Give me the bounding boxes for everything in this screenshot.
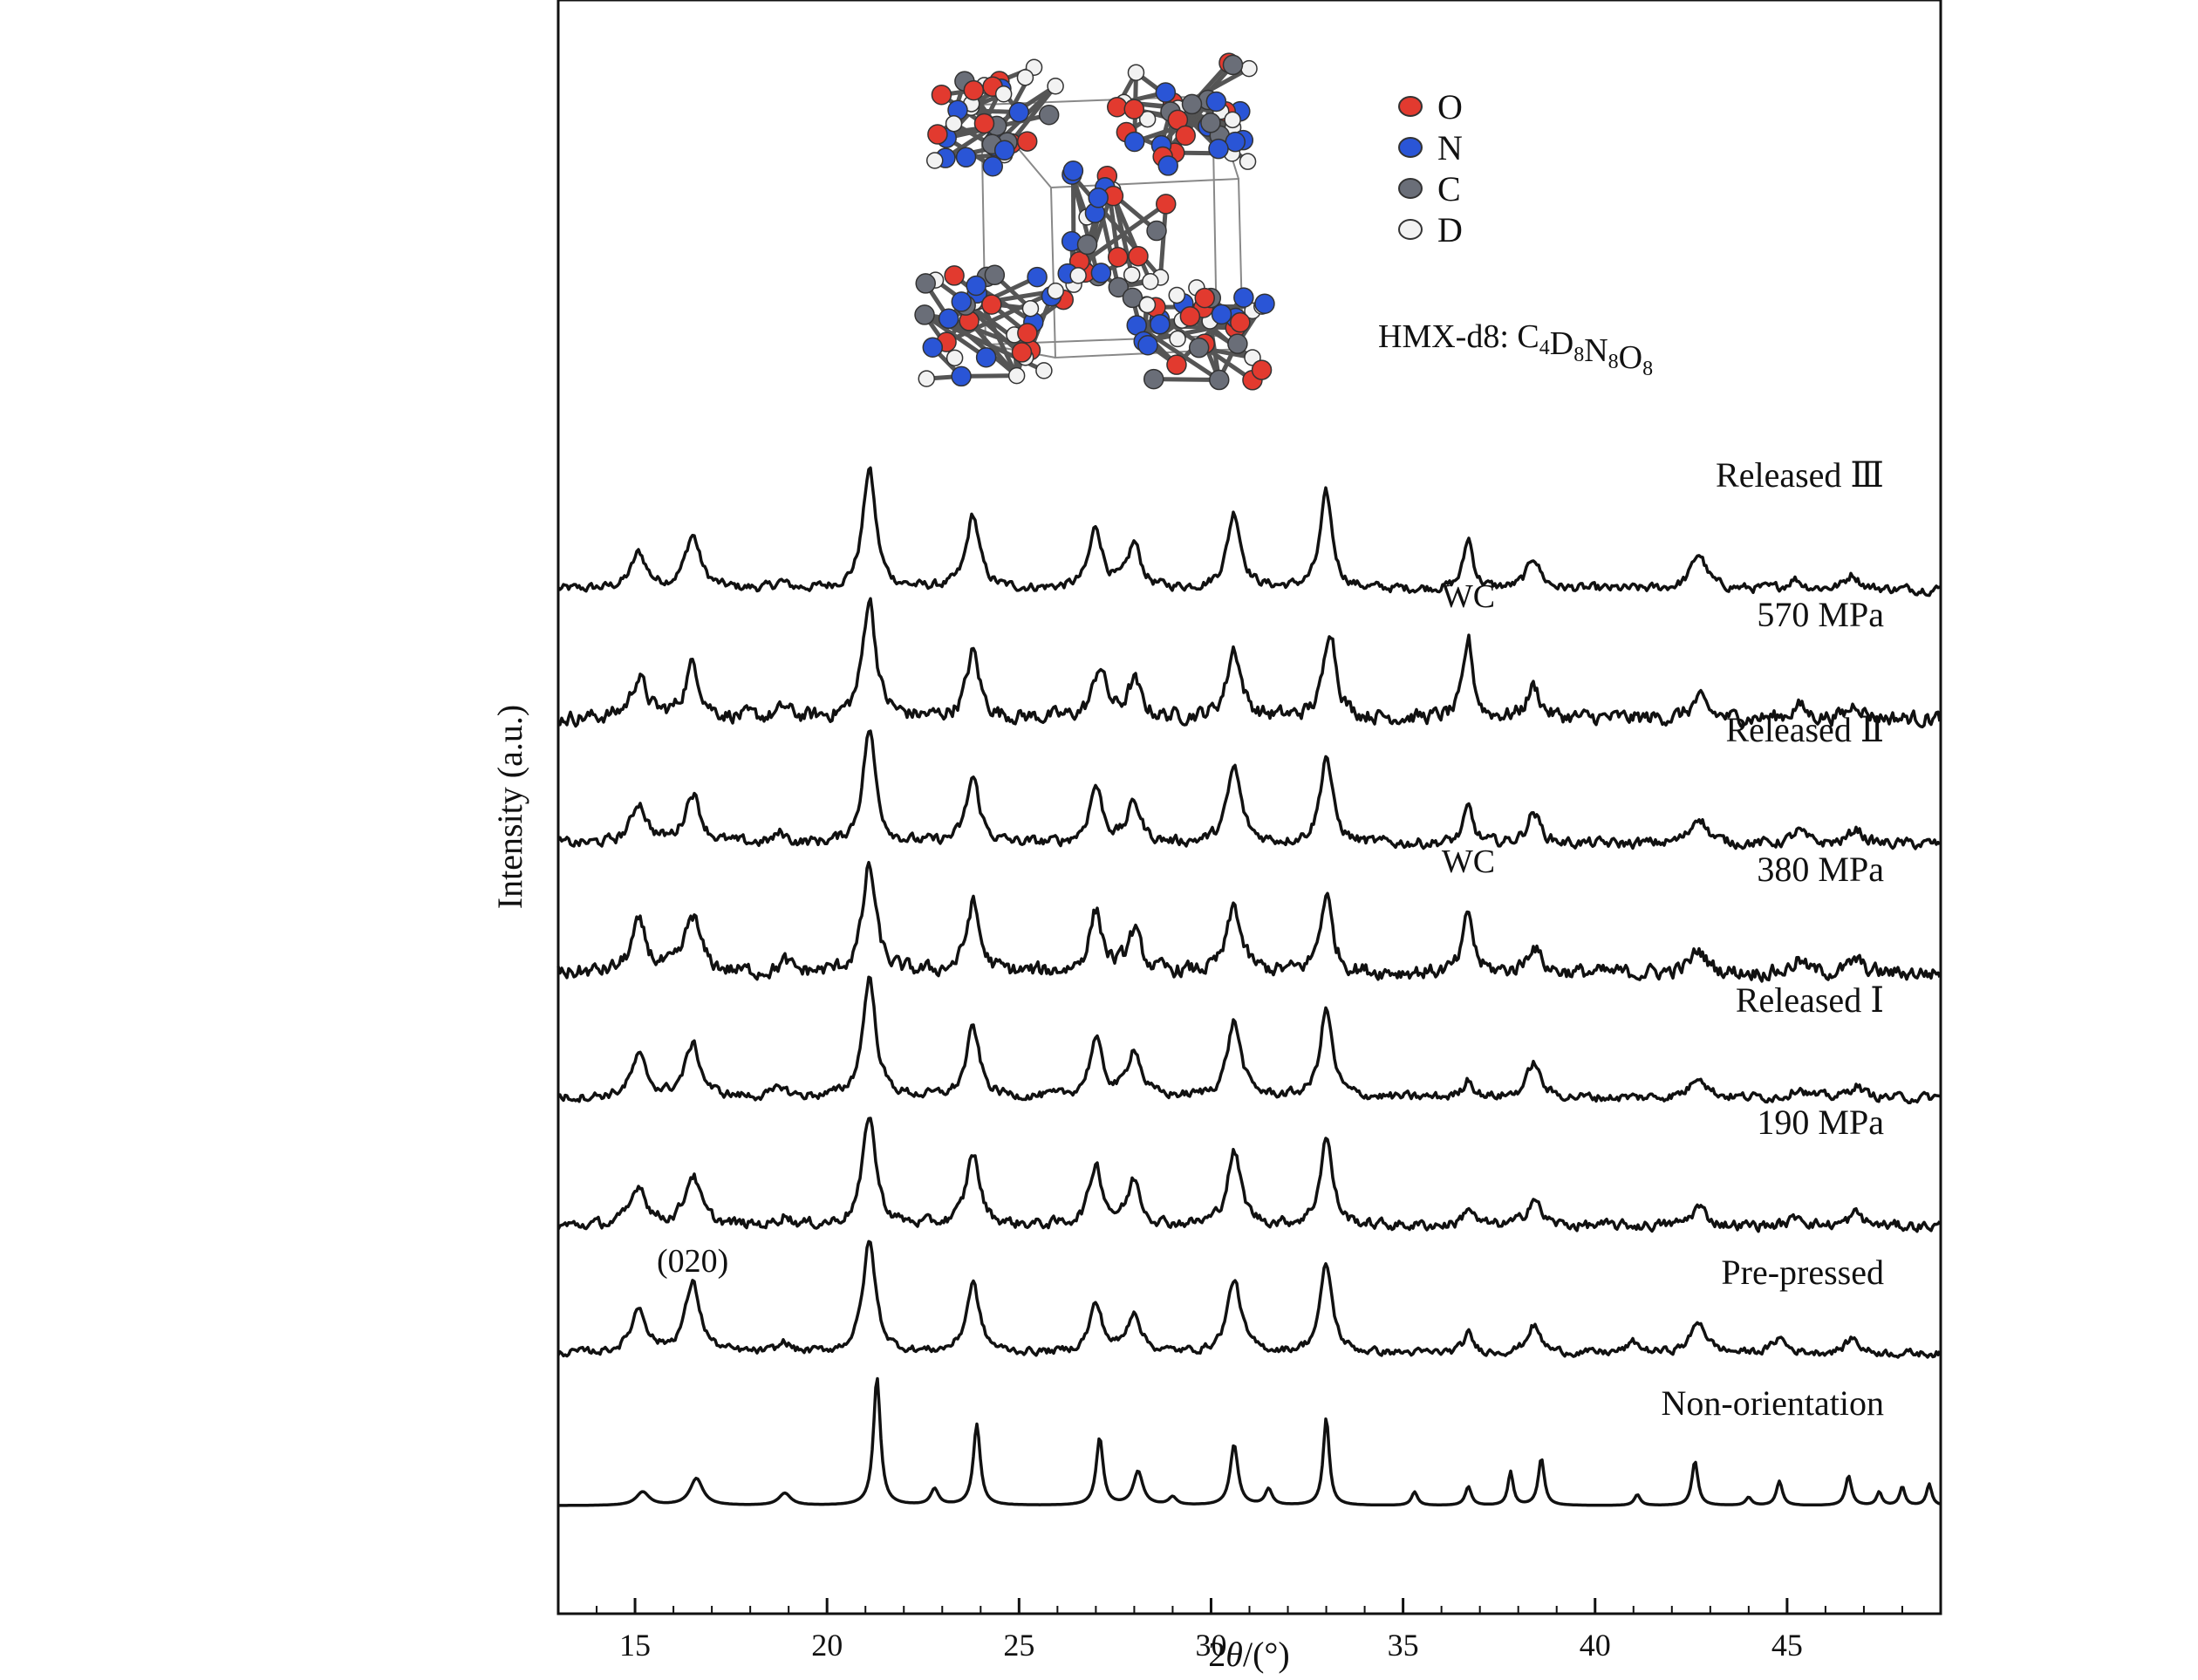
series-lines — [556, 466, 1942, 1507]
crystal-structure-inset — [914, 52, 1275, 391]
series-label: Released Ⅰ — [1736, 980, 1884, 1020]
series-line — [556, 466, 1941, 598]
x-axis-ticks — [596, 1598, 1942, 1614]
peak-annotations: (020) WC WC — [657, 578, 1495, 1280]
series-labels: Released Ⅲ 570 MPa Released Ⅱ 380 MPa Releas… — [1662, 455, 1885, 1423]
x-tick-label: 40 — [1580, 1628, 1611, 1663]
x-tick-label: 20 — [811, 1628, 843, 1663]
series-label: 570 MPa — [1757, 595, 1884, 634]
peak-annotation: WC — [1442, 843, 1495, 880]
x-tick-label: 15 — [619, 1628, 651, 1663]
legend-label: O — [1437, 87, 1463, 126]
legend-swatch — [1398, 178, 1423, 199]
series-label: 380 MPa — [1757, 850, 1884, 889]
series-label: Released Ⅱ — [1725, 710, 1884, 749]
y-axis-title: Intensity (a.u.) — [490, 705, 529, 909]
series-label: Pre-pressed — [1721, 1253, 1884, 1292]
series-line — [556, 860, 1942, 983]
series-label: Non-orientation — [1662, 1383, 1885, 1423]
x-tick-label: 30 — [1195, 1628, 1226, 1663]
x-tick-label: 45 — [1771, 1628, 1803, 1663]
x-axis-title: 2θ/(°) — [1208, 1635, 1289, 1674]
formula-label: HMX-d8: C4D8N8O8 — [1378, 318, 1653, 380]
legend-swatch — [1398, 219, 1423, 240]
legend-label: D — [1437, 210, 1463, 249]
series-line — [556, 1117, 1942, 1233]
peak-annotation: WC — [1442, 578, 1495, 615]
legend-swatch — [1398, 96, 1423, 117]
series-line — [556, 597, 1942, 729]
x-tick-label: 35 — [1388, 1628, 1419, 1663]
series-label: 190 MPa — [1757, 1103, 1884, 1142]
series-label: Released Ⅲ — [1716, 455, 1884, 495]
peak-annotation: (020) — [657, 1243, 728, 1280]
plot-frame — [556, 0, 1942, 1615]
series-line — [556, 1240, 1942, 1359]
series-line — [556, 975, 1941, 1105]
x-axis-tick-labels: 15 20 25 30 35 40 45 — [619, 1628, 1803, 1663]
series-line — [556, 729, 1942, 850]
series-line — [558, 1376, 1941, 1507]
legend-swatch — [1398, 137, 1423, 158]
legend-label: N — [1437, 128, 1463, 167]
legend-label: C — [1437, 169, 1461, 208]
x-tick-label: 25 — [1003, 1628, 1034, 1663]
